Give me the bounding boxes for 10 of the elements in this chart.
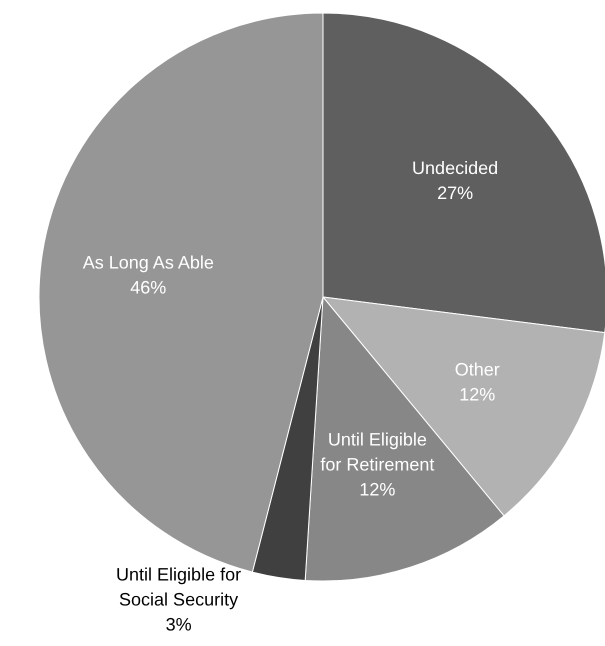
data-label: 12% — [459, 384, 496, 404]
data-label: 3% — [166, 614, 192, 635]
data-label: 12% — [359, 479, 396, 500]
slice-label: As Long As Able — [82, 252, 214, 272]
data-label: 46% — [130, 277, 166, 298]
data-label: 27% — [437, 183, 474, 204]
slice-label: Undecided — [412, 158, 498, 178]
slice-label: Until Eligible for Social Security — [116, 564, 242, 610]
slice-label: Other — [454, 359, 500, 380]
slice-label: Until Eligible for Retirement — [320, 429, 434, 474]
